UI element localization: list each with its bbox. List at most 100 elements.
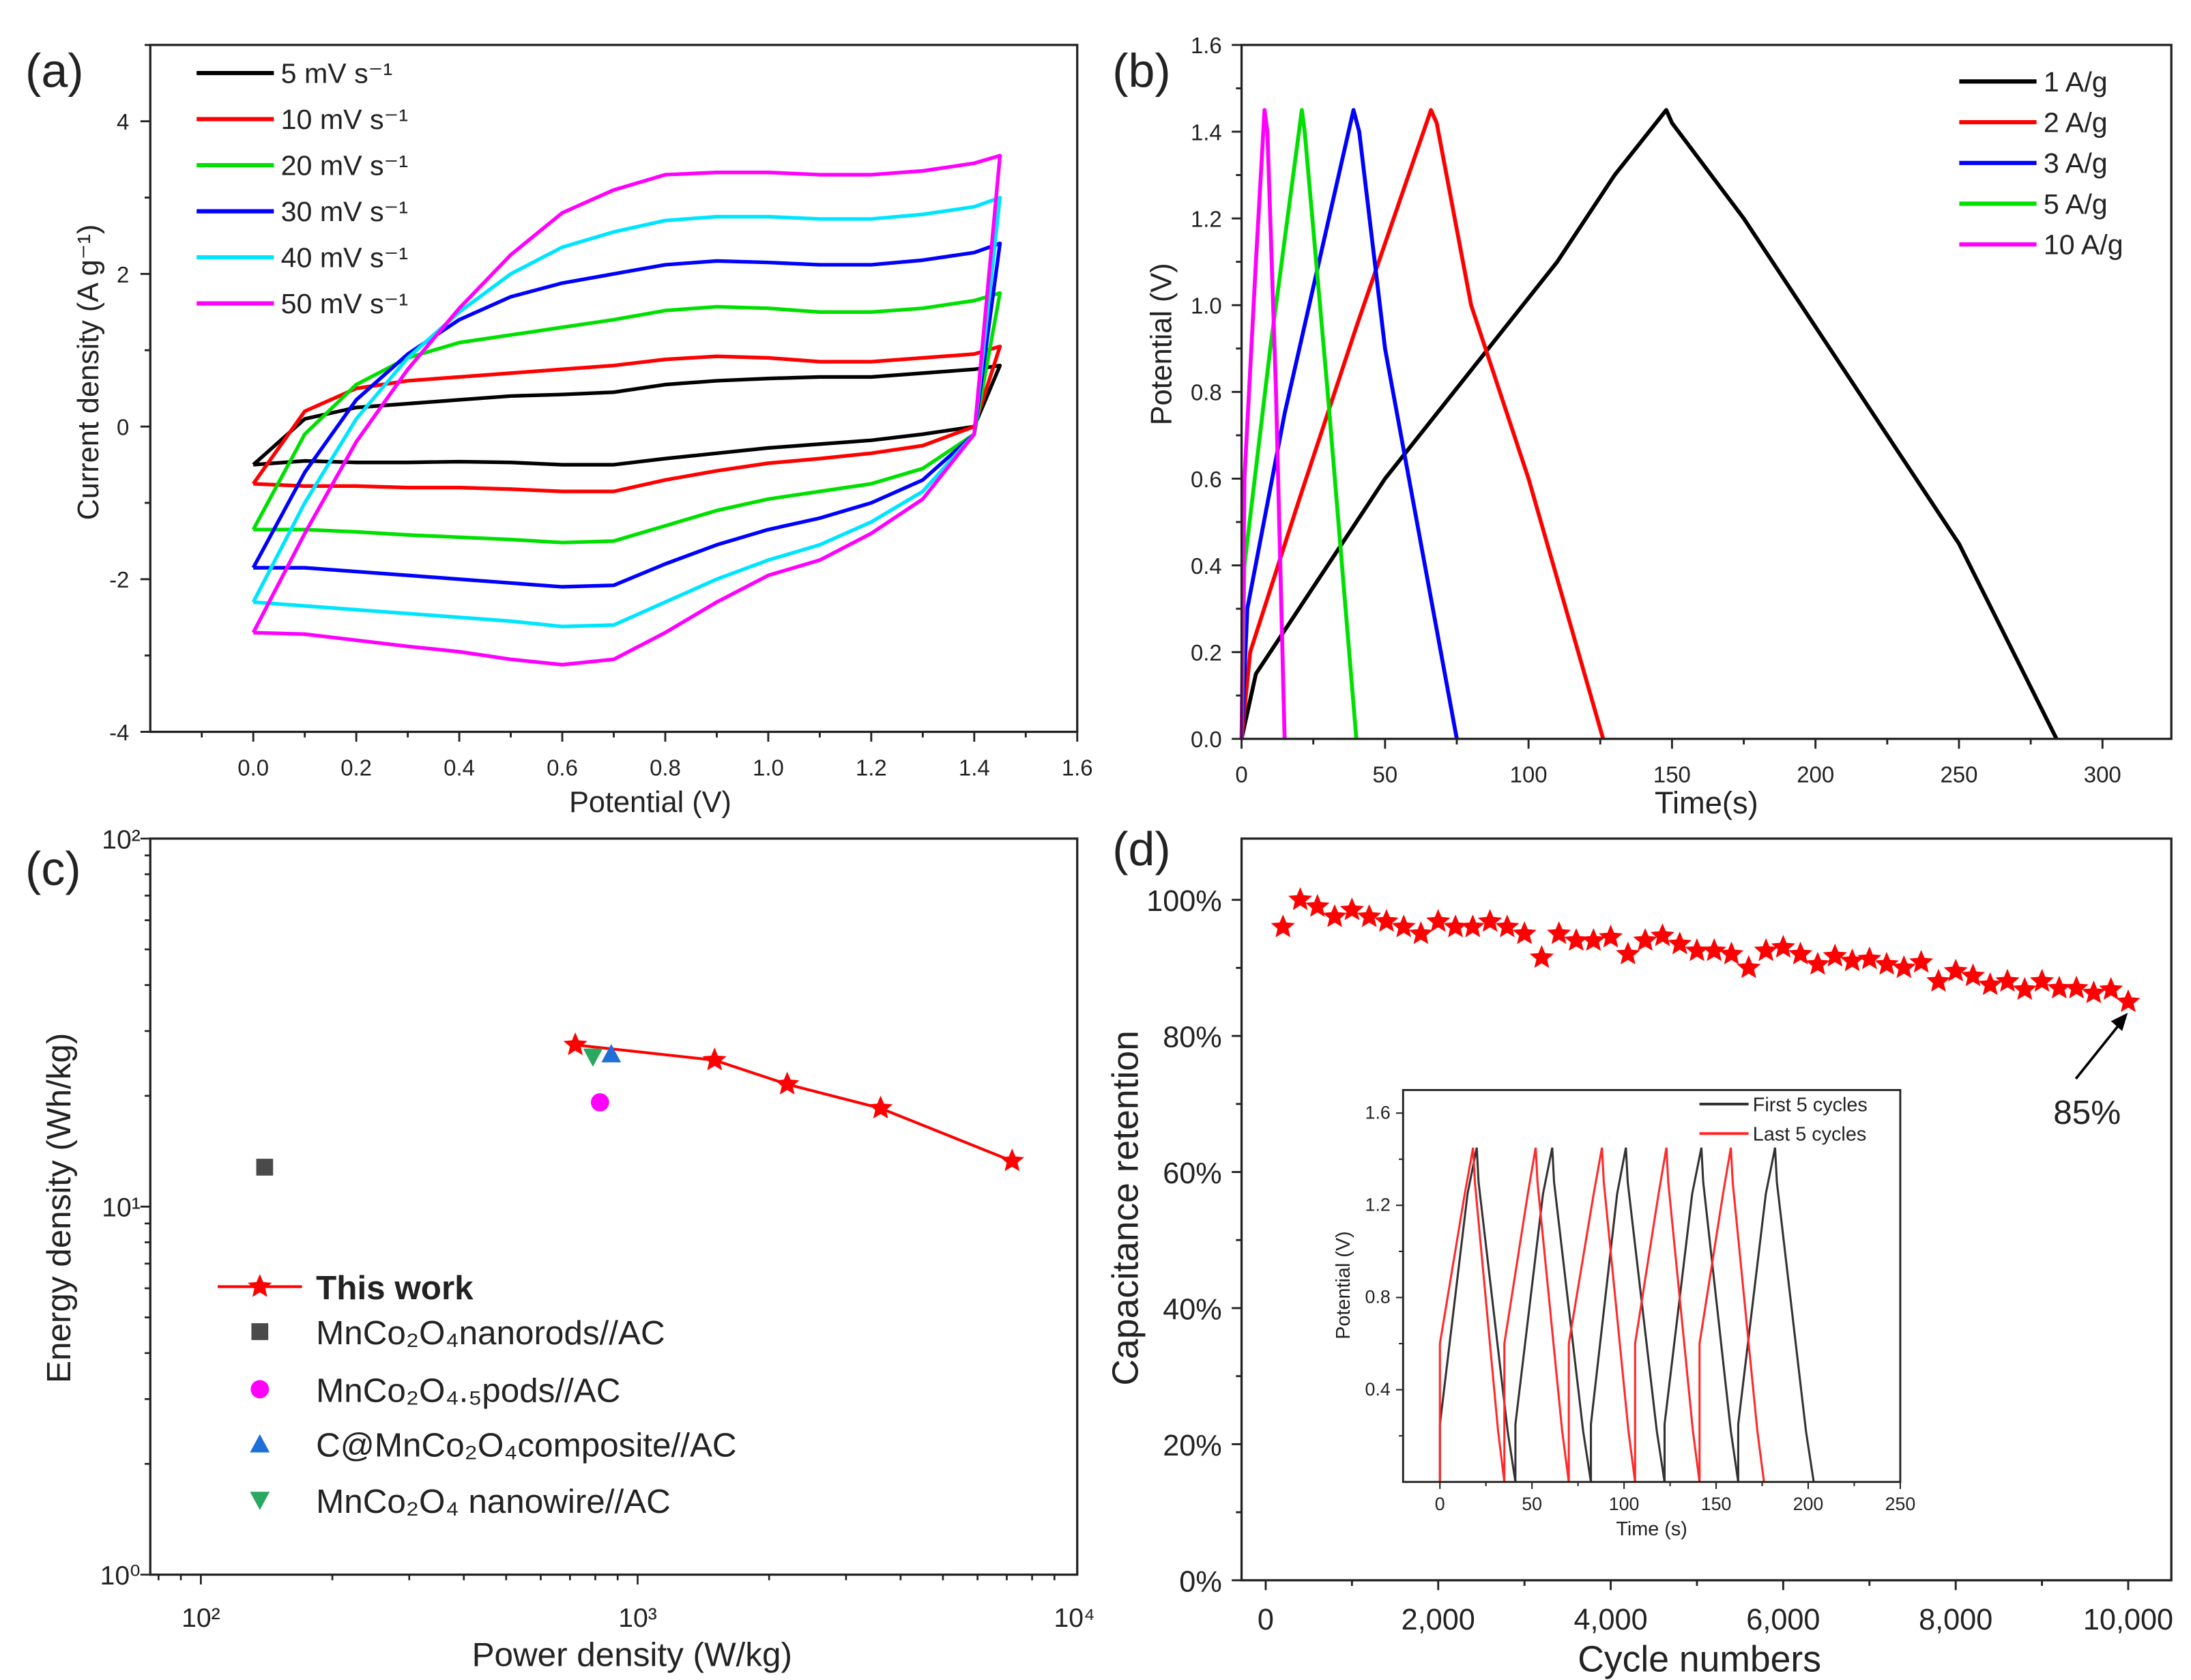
y-tick-label: 2	[117, 262, 129, 287]
y-tick-label: 80%	[1163, 1022, 1222, 1054]
gcd-curve-1Ag	[1239, 108, 2059, 740]
x-tick-label: 10⁴	[1054, 1604, 1094, 1633]
x-tick-label: 4,000	[1573, 1604, 1647, 1636]
legend-label: 5 mV s⁻¹	[281, 57, 392, 89]
retention-point	[1754, 938, 1778, 961]
retention-point	[1356, 904, 1382, 927]
legend-marker	[248, 1274, 272, 1297]
x-tick-label: 150	[1653, 762, 1691, 787]
x-tick-label: 1.2	[856, 755, 887, 780]
legend-label: 10 mV s⁻¹	[281, 104, 408, 135]
x-tick-label: 0.4	[444, 755, 475, 780]
x-tick-label: 0	[1258, 1604, 1274, 1636]
y-tick-label: 60%	[1163, 1157, 1222, 1190]
retention-point	[2012, 976, 2037, 1000]
c-plot-frame	[149, 837, 1079, 1576]
retention-point	[1788, 941, 1813, 965]
y-tick-label: 100%	[1146, 885, 1222, 918]
retention-point	[1685, 938, 1709, 961]
retention-point	[1443, 914, 1468, 938]
retention-point	[1771, 934, 1795, 958]
legend-label: MnCo₂O₄nanorods//AC	[316, 1314, 665, 1352]
retention-point	[1305, 894, 1330, 917]
d-xlabel: Cycle numbers	[1578, 1640, 1821, 1680]
x-tick-label: 10²	[182, 1604, 220, 1633]
x-tick-label: 2,000	[1402, 1604, 1475, 1636]
y-tick-label: -4	[109, 720, 129, 745]
b-xlabel: Time(s)	[1655, 785, 1758, 820]
inset-x-tick-label: 150	[1701, 1494, 1732, 1514]
y-tick-label: 0.2	[1191, 640, 1222, 665]
retention-point	[2047, 975, 2072, 999]
inset-y-tick-label: 0.4	[1365, 1379, 1391, 1400]
panel-label-a: (a)	[25, 44, 84, 98]
inset-y-tick-label: 0.8	[1365, 1287, 1391, 1307]
retention-point	[1547, 921, 1571, 944]
retention-point	[1805, 951, 1830, 975]
retention-point	[1702, 938, 1726, 961]
ragone-this-work-point	[563, 1032, 587, 1056]
legend-label: MnCo₂O₄ nanowire//AC	[316, 1483, 671, 1520]
inset-cycle-first	[1514, 1147, 1593, 1482]
legend-label: 10 A/g	[2044, 229, 2123, 261]
retention-point	[1322, 904, 1347, 927]
legend-label: 1 A/g	[2044, 66, 2108, 98]
x-tick-label: 300	[2084, 762, 2121, 787]
ragone-ref-4-point	[583, 1048, 603, 1067]
legend-marker	[250, 1380, 270, 1399]
retention-point	[1477, 909, 1503, 932]
x-tick-label: 0.6	[547, 755, 578, 780]
y-tick-label: 0%	[1179, 1565, 1221, 1598]
panel-label-d: (d)	[1112, 822, 1171, 875]
inset-y-tick-label: 1.6	[1365, 1102, 1391, 1123]
x-tick-label: 1.6	[1062, 755, 1093, 780]
retention-point	[1978, 972, 2003, 996]
x-tick-label: 0.8	[650, 755, 681, 780]
inset-cycle-first	[1663, 1147, 1739, 1482]
b-plot-frame	[1240, 44, 2173, 740]
x-tick-label: 1.0	[753, 755, 784, 780]
retention-point	[1909, 949, 1934, 973]
y-tick-label: 0.6	[1191, 467, 1222, 492]
x-tick-label: 10³	[618, 1604, 657, 1633]
inset-frame	[1402, 1088, 1902, 1483]
y-tick-label: 10¹	[102, 1193, 141, 1223]
a-ylabel: Current density (A g⁻¹)	[72, 225, 105, 521]
d-plot-frame	[1240, 837, 2173, 1582]
inset-legend-label: First 5 cycles	[1753, 1094, 1868, 1116]
retention-point	[1633, 928, 1657, 951]
inset-cycle-last	[1503, 1147, 1570, 1482]
inset-legend-label: Last 5 cycles	[1753, 1124, 1866, 1146]
inset-x-tick-label: 200	[1793, 1494, 1824, 1514]
x-tick-label: 100	[1510, 762, 1548, 787]
y-tick-label: 40%	[1163, 1293, 1222, 1326]
retention-point	[1719, 941, 1744, 965]
retention-point	[1857, 946, 1882, 970]
y-tick-label: 1.2	[1191, 206, 1222, 231]
c-xlabel: Power density (W/kg)	[472, 1636, 792, 1673]
inset-x-tick-label: 0	[1435, 1494, 1445, 1514]
legend-label: 20 mV s⁻¹	[281, 149, 408, 181]
ragone-this-work-point	[774, 1071, 800, 1095]
retention-point	[1840, 948, 1865, 972]
retention-point	[1891, 955, 1916, 979]
x-tick-label: 0.2	[340, 755, 372, 780]
y-tick-label: 10⁰	[100, 1561, 141, 1591]
retention-point	[1581, 928, 1606, 951]
retention-point	[1737, 955, 1761, 979]
y-tick-label: 0	[117, 414, 129, 439]
inset-cycle-first	[1737, 1147, 1815, 1482]
gcd-curve-3Ag	[1239, 108, 1459, 740]
ragone-this-work-point	[1000, 1148, 1024, 1172]
inset-cycle-last	[1634, 1147, 1701, 1482]
inset-x-tick-label: 50	[1522, 1494, 1542, 1514]
c-ylabel: Energy density (Wh/kg)	[40, 1033, 78, 1383]
a-plot-frame	[149, 44, 1079, 734]
legend-label: 5 A/g	[2044, 188, 2108, 220]
cv-curve-1	[252, 363, 1002, 467]
retention-point	[1288, 887, 1313, 910]
inset-background	[1403, 1090, 1900, 1482]
annotation-arrow-line	[2074, 1022, 2122, 1080]
y-tick-label: 1.0	[1191, 293, 1222, 319]
